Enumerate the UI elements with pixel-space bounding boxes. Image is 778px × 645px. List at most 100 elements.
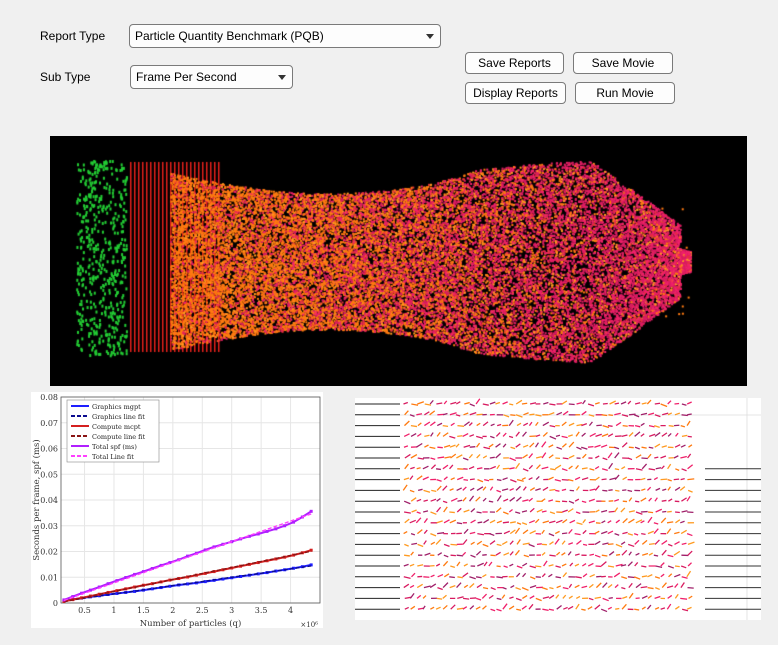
vector-segment [469, 531, 476, 535]
vector-segment [424, 411, 430, 416]
vector-segment [686, 495, 691, 502]
vector-segment [607, 452, 613, 459]
save-movie-button[interactable]: Save Movie [573, 52, 673, 74]
vector-segment [687, 413, 692, 416]
vector-segment [575, 486, 580, 491]
vector-segment [680, 565, 687, 569]
vector-segment [589, 573, 595, 578]
vector-segment [436, 506, 442, 513]
vector-segment [653, 528, 659, 535]
vector-segment [423, 499, 428, 502]
vector-segment [653, 554, 659, 557]
vector-segment [628, 582, 633, 589]
display-reports-button[interactable]: Display Reports [465, 82, 566, 104]
vector-segment [410, 605, 416, 610]
x-tick-label: 3 [229, 606, 234, 615]
vector-segment [647, 574, 653, 578]
vector-segment [621, 442, 628, 448]
data-point [133, 589, 137, 593]
vector-segment [535, 565, 542, 568]
vector-segment [595, 433, 602, 438]
report-type-dropdown[interactable]: Particle Quantity Benchmark (PQB) [129, 24, 441, 48]
vector-segment [404, 606, 409, 610]
vector-segment [515, 511, 521, 514]
vector-segment [431, 489, 437, 493]
vector-segment [600, 444, 608, 448]
vector-segment [456, 476, 464, 481]
vector-segment [627, 561, 633, 567]
vector-segment [489, 486, 494, 491]
vector-segment [456, 487, 462, 491]
vector-segment [462, 432, 469, 437]
data-point [97, 594, 101, 598]
vector-segment [462, 539, 468, 545]
vector-segment [614, 446, 620, 450]
vector-segment [686, 401, 692, 405]
vector-segment [615, 563, 623, 567]
vector-segment [561, 468, 568, 472]
vector-segment [495, 551, 501, 556]
vector-segment [528, 603, 534, 610]
vector-segment [654, 497, 658, 502]
sub-type-dropdown[interactable]: Frame Per Second [130, 65, 293, 89]
vector-segment [469, 412, 477, 416]
vector-segment [476, 486, 484, 491]
vector-segment [602, 457, 608, 461]
vector-segment [442, 604, 448, 610]
data-point [124, 576, 128, 580]
vector-segment [442, 412, 448, 416]
vector-segment [515, 462, 521, 470]
vector-segment [529, 487, 536, 491]
save-reports-button[interactable]: Save Reports [465, 52, 564, 74]
vector-segment [581, 500, 587, 504]
vector-segment [614, 498, 620, 502]
vector-segment [429, 446, 436, 450]
vector-segment [410, 466, 415, 470]
vector-segment [686, 570, 692, 578]
vector-segment [667, 463, 672, 470]
vector-segment [648, 468, 656, 471]
data-point [203, 548, 207, 552]
data-point [80, 591, 84, 595]
data-point [71, 595, 75, 599]
vector-segment [581, 432, 586, 437]
vector-segment [648, 542, 655, 546]
vector-segment [602, 582, 608, 589]
vector-segment [449, 412, 457, 416]
sub-type-label: Sub Type [40, 70, 91, 84]
vector-segment [641, 488, 646, 492]
x-axis-label: Number of particles (q) [140, 618, 242, 628]
vector-segment [675, 511, 680, 514]
vector-segment [457, 499, 463, 502]
vector-segment [437, 532, 445, 535]
run-movie-button[interactable]: Run Movie [575, 82, 675, 104]
vector-segment [595, 582, 602, 589]
vector-segment [503, 414, 510, 418]
vector-segment [654, 606, 660, 610]
vector-segment [436, 422, 443, 427]
vector-segment [594, 465, 600, 470]
vector-segment [477, 532, 485, 536]
vector-segment [423, 518, 428, 524]
vector-segment [416, 529, 423, 535]
vector-segment [648, 424, 655, 428]
vector-segment [601, 554, 608, 557]
vector-segment [635, 583, 642, 589]
vector-segment [495, 401, 501, 405]
vector-segment [496, 576, 503, 579]
vector-segment [601, 520, 606, 524]
legend-item: Graphics mgpt [92, 403, 141, 411]
vector-segment [681, 414, 688, 417]
data-point [239, 574, 243, 578]
particle-simulation-view [50, 136, 747, 386]
vector-segment [588, 583, 594, 589]
vector-segment [582, 529, 587, 535]
vector-segment [475, 576, 482, 579]
vector-segment [654, 414, 661, 418]
vector-segment [470, 508, 476, 513]
vector-segment [529, 565, 536, 569]
data-point [274, 527, 278, 531]
vector-segment [417, 543, 424, 548]
vector-segment [620, 564, 627, 567]
vector-segment [575, 603, 580, 610]
